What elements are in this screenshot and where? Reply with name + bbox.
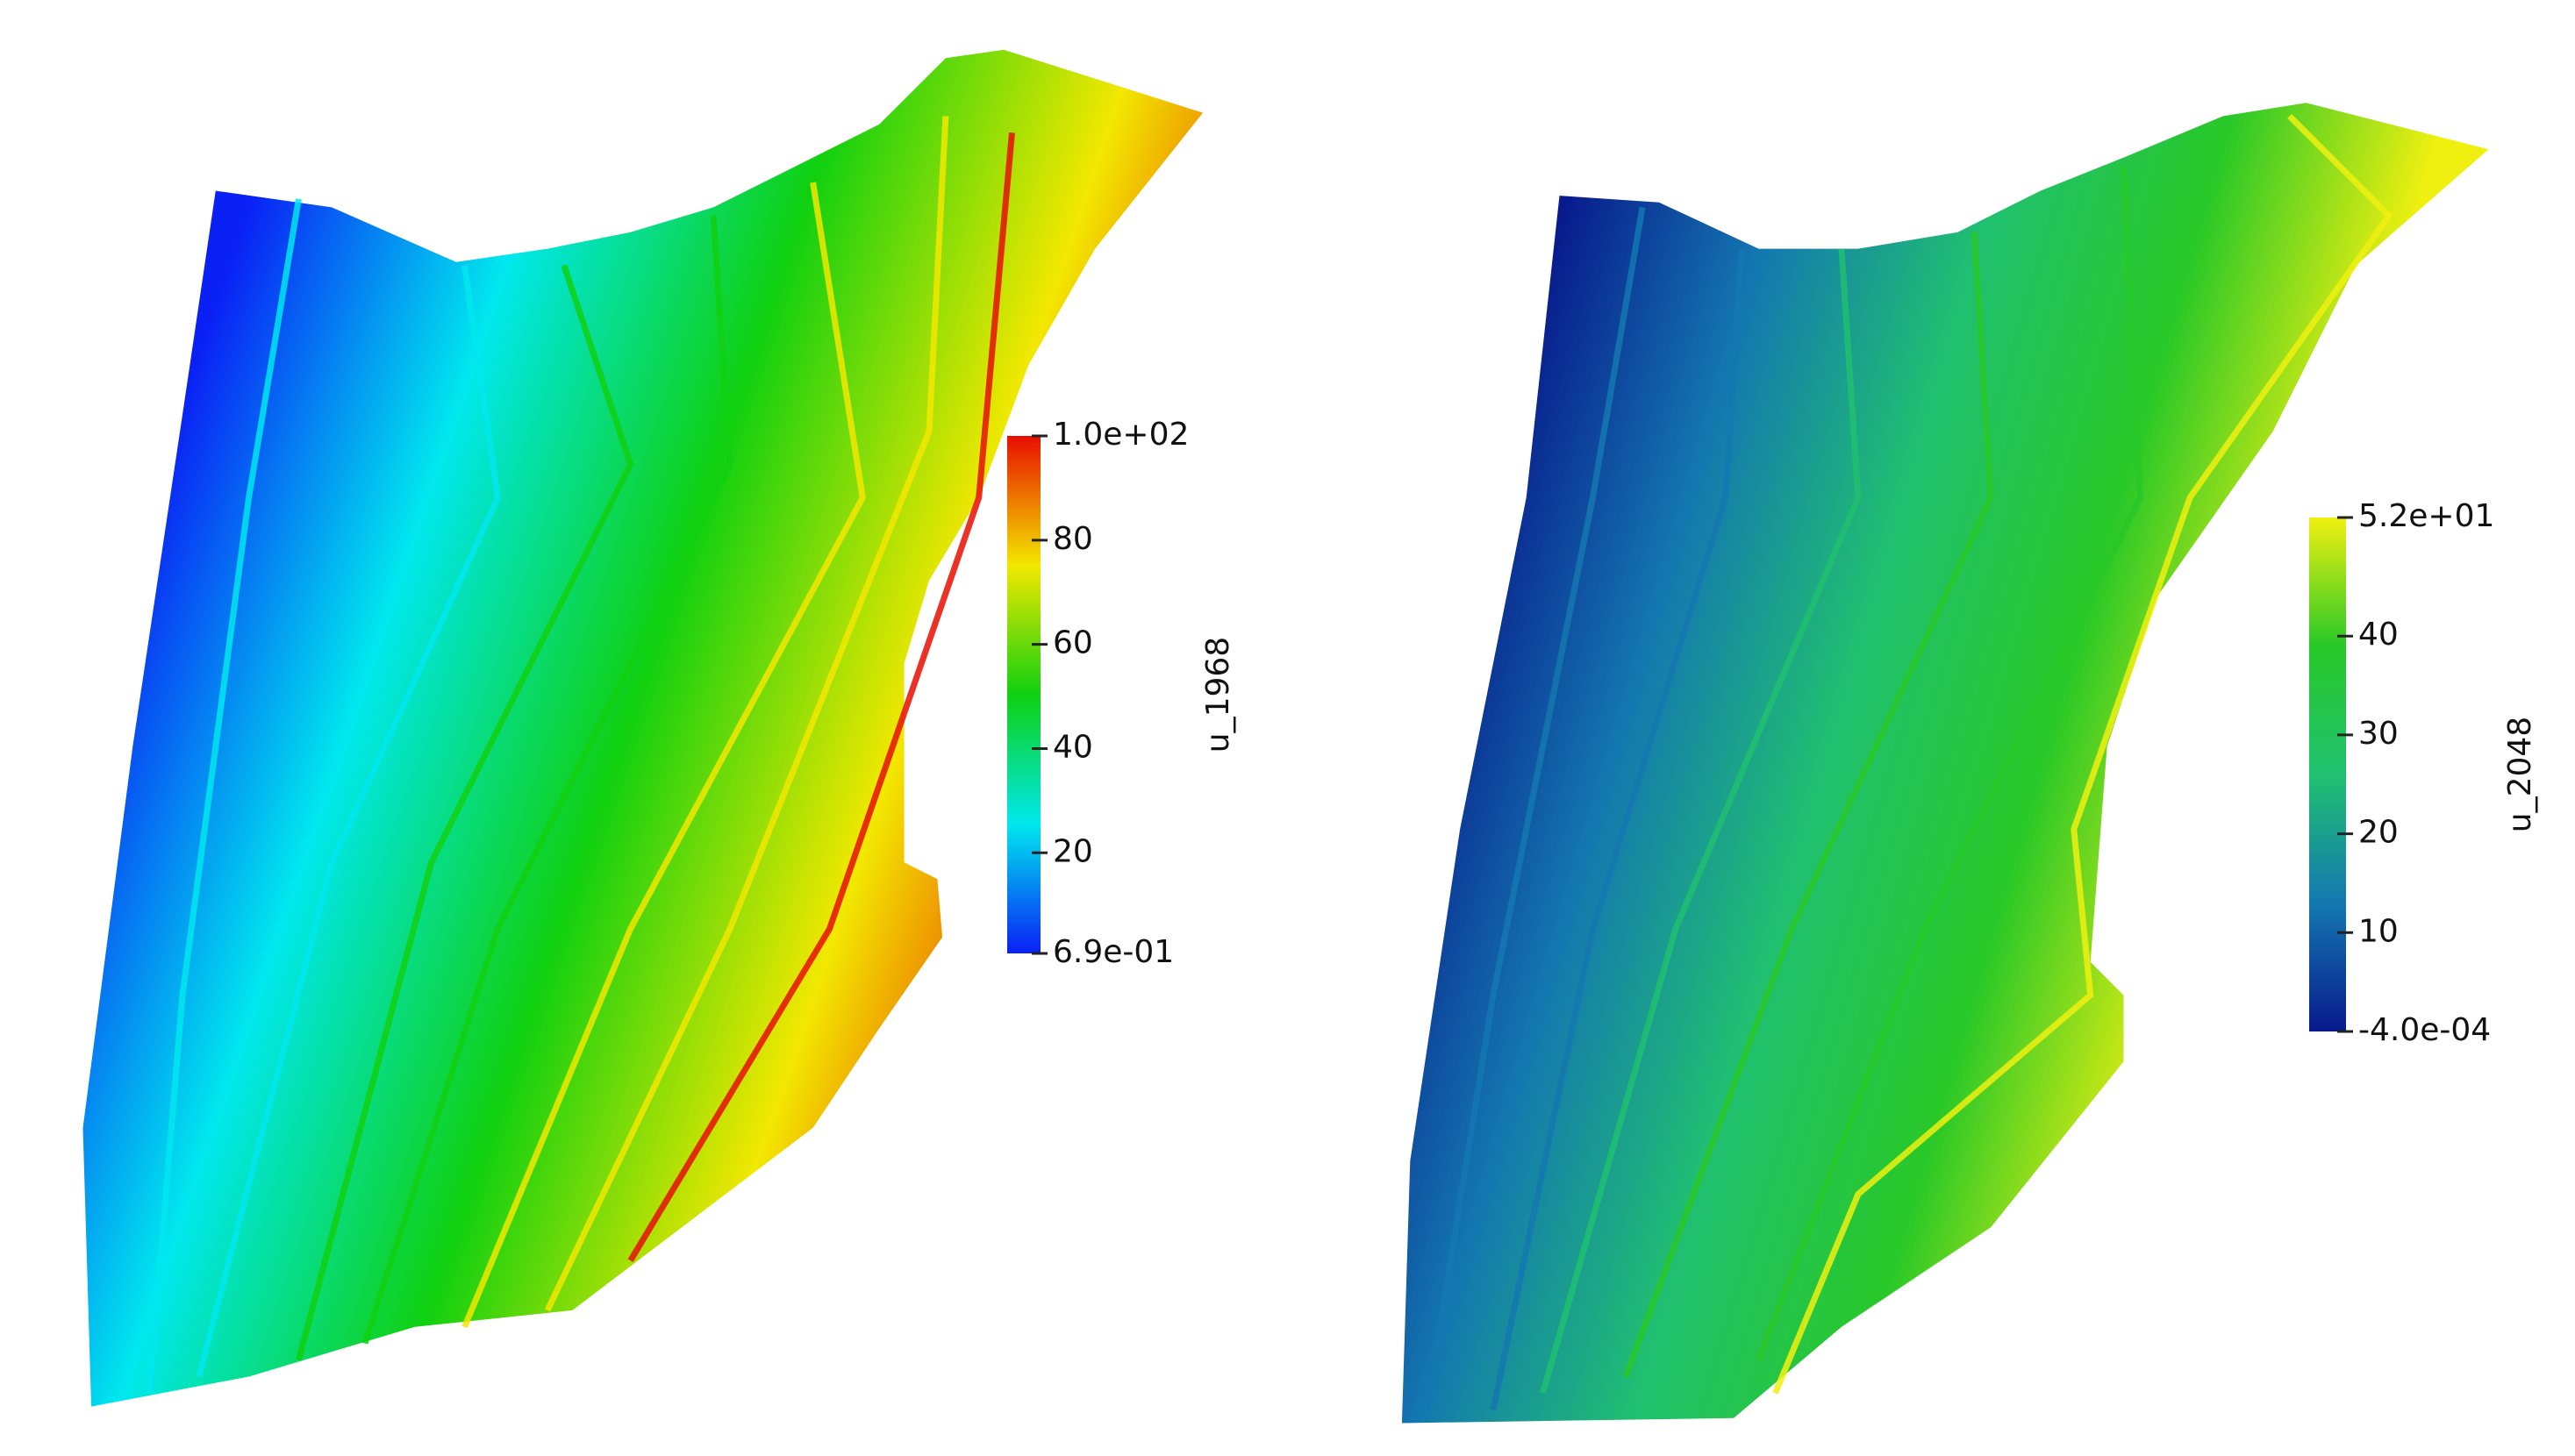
contour-line [1772,113,2393,1395]
contour-line [361,215,733,1345]
contour-line [544,116,949,1312]
panels: 1.0e+02 80 60 40 20 6.9e-01 u_1968 5.2e+01 40 30 2… [82,49,2538,1424]
tick-label: 1.0e+02 [1053,417,1189,453]
contour-line [1622,232,1994,1378]
tick-label: 20 [1053,833,1093,869]
contour-line [196,265,501,1378]
tick-label: 40 [2358,617,2399,653]
contour-line [1756,165,2143,1361]
colorbar [1007,436,1041,953]
panel: 5.2e+01 40 30 20 10 -4.0e-04 u_2048 [1401,103,2538,1424]
tick-label: 5.2e+01 [2358,498,2494,534]
tick-label: 10 [2358,913,2399,949]
contour-line [146,198,302,1394]
panel: 1.0e+02 80 60 40 20 6.9e-01 u_1968 [82,49,1236,1407]
tick-label: 60 [1053,625,1093,661]
contour-line [627,132,1015,1263]
surface [82,49,1203,1407]
contour-line [1540,248,1862,1395]
tick-label: -4.0e-04 [2358,1012,2491,1048]
contour-line [1490,248,1745,1411]
contour-line [1423,206,1646,1410]
contour-line [461,182,866,1329]
surface [1401,103,2489,1424]
tick-label: 40 [1053,729,1093,765]
contour-line [296,264,634,1361]
tick-label: 20 [2358,815,2399,851]
tick-label: 80 [1053,521,1093,557]
tick-label: 30 [2358,716,2399,752]
colorbar-title: u_2048 [2502,717,2538,832]
tick-label: 6.9e-01 [1053,934,1174,970]
colorbar [2309,517,2346,1031]
colorbar-title: u_1968 [1200,637,1236,753]
